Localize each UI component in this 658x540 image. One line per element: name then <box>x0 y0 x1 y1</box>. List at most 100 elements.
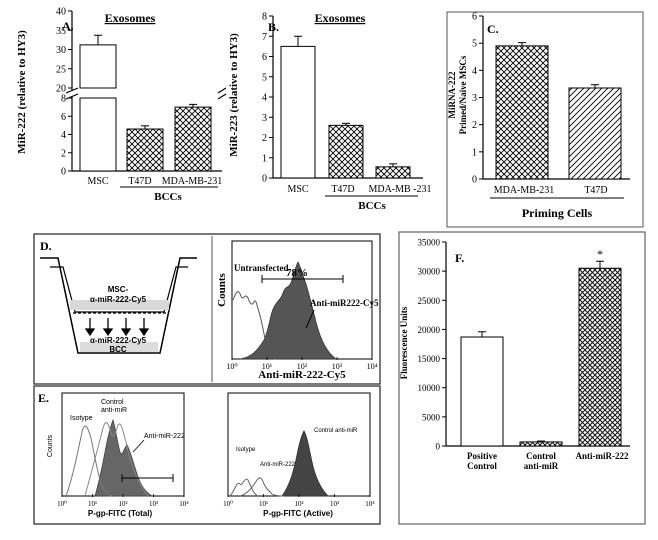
y-tick-label: 20 <box>56 84 66 95</box>
e-left-control-label-2: anti-miR <box>101 407 127 414</box>
panel-e-label: E. <box>38 391 49 405</box>
e-left-anti-mir222-pointer <box>132 439 145 453</box>
x-category-label: MSC <box>87 176 108 187</box>
y-tick-label: 8 <box>262 12 267 23</box>
x-category-label: Control <box>526 451 556 461</box>
x-category-label: MDA-MB-231 <box>162 176 223 187</box>
x-tick-label: 10⁰ <box>226 362 237 371</box>
panel-d-label: D. <box>40 239 52 253</box>
y-tick-label: 5 <box>262 72 267 83</box>
panel-b-ylabel: MiR-223 (relative to HY3) <box>228 33 240 157</box>
y-tick-label: 30000 <box>418 267 441 277</box>
transwell-insert <box>50 266 188 313</box>
panel-e-right-histogram: Isotype Anti-miR-222 Control anti-miR 10… <box>223 392 375 518</box>
panel-b-group-label: BCCs <box>358 200 386 212</box>
x-category-label: T47D <box>584 185 607 196</box>
x-category-label: MSC <box>287 184 308 195</box>
e-right-anti-mir222-label: Anti-miR-222 <box>260 462 296 468</box>
y-tick-label: 4 <box>472 66 477 77</box>
y-tick-label: 0 <box>472 175 477 186</box>
x-category-label: MDA-MB-231 <box>494 185 555 196</box>
e-right-anti-mir222-histogram <box>239 477 285 497</box>
e-right-control-label: Control anti-miR <box>314 428 358 434</box>
panel-f-plot: 0 5000 10000 15000 20000 25000 30000 35000 * Posi… <box>418 238 630 471</box>
panel-a-plot: 20 25 30 35 40 0 2 4 6 8 MSC T47D MDA-MB-231 <box>56 7 227 187</box>
x-tick-label: 10³ <box>330 500 339 508</box>
e-right-control-histogram <box>281 430 329 497</box>
transfer-arrows <box>84 318 150 337</box>
bar <box>460 336 504 447</box>
panel-e: E. Isotype Control anti-miR Anti-miR-222… <box>33 385 381 525</box>
x-category-label: MDA-MB -231 <box>368 184 431 195</box>
untransfected-histogram <box>232 291 277 360</box>
panel-e-left-histogram: Isotype Control anti-miR Anti-miR-222 Co… <box>47 392 189 518</box>
panel-e-left-xlabel: P-gp-FITC (Total) <box>88 509 153 518</box>
y-tick-label: 2 <box>61 148 66 159</box>
panel-a-label: A. <box>62 19 74 33</box>
panel-b-title: Exosomes <box>315 11 366 25</box>
y-tick-label: 8 <box>61 94 66 105</box>
y-tick-label: 5000 <box>422 412 441 422</box>
panel-e-right-xticks: 10⁰ 10¹ 10² 10³ 10⁴ <box>223 494 375 508</box>
anti-mir222-cy5-histogram <box>239 261 338 360</box>
panel-d-xticks: 10⁰ 10¹ 10² 10³ 10⁴ <box>226 357 378 371</box>
y-tick-label: 5 <box>472 39 477 50</box>
panel-d: D. MSC- α-miR-222-Cy5 α-miR-222-Cy5 BCC <box>33 233 381 385</box>
x-tick-label: 10² <box>297 362 308 371</box>
x-category-label: Anti-miR-222 <box>576 451 629 461</box>
y-tick-label: 4 <box>61 130 66 141</box>
axis-break-mark-right <box>217 87 227 100</box>
y-tick-label: 6 <box>61 112 66 123</box>
bar <box>328 124 364 179</box>
y-tick-label: 35 <box>56 26 66 37</box>
y-tick-label: 2 <box>472 120 477 131</box>
e-left-anti-mir222-label: Anti-miR-222 <box>144 433 185 440</box>
panel-b-plot: 0 1 2 3 4 5 6 7 8 MSC T47D MDA-MB -231 <box>262 12 432 196</box>
x-tick-label: 10³ <box>332 362 343 371</box>
panel-d-xlabel: Anti-miR-222-Cy5 <box>258 369 346 381</box>
y-tick-label: 25000 <box>418 296 441 306</box>
y-tick-label: 15000 <box>418 354 441 364</box>
bar <box>375 166 411 179</box>
x-tick-label: 10⁰ <box>223 500 233 508</box>
panel-e-left-xticks: 10⁰ 10¹ 10² 10³ 10⁴ <box>57 494 189 508</box>
bar <box>568 87 622 180</box>
panel-d-histogram: 78% Untransfected Anti-miR222-Cy5 Counts… <box>211 236 379 382</box>
transwell-diagram: MSC- α-miR-222-Cy5 α-miR-222-Cy5 BCC <box>40 257 197 354</box>
x-tick-label: 10⁴ <box>367 362 378 371</box>
x-tick-label: 10⁰ <box>57 500 67 508</box>
diagram-bcc-probe-label: α-miR-222-Cy5 <box>90 336 147 345</box>
x-tick-label: 10¹ <box>262 362 273 371</box>
diagram-bcc-label: BCC <box>109 345 127 354</box>
x-tick-label: 10¹ <box>259 500 268 508</box>
x-tick-label: 10¹ <box>88 500 97 508</box>
x-category-label-2: Control <box>467 461 497 471</box>
e-left-isotype-label: Isotype <box>70 415 93 422</box>
y-tick-label: 30 <box>56 45 66 56</box>
panel-c-group-label: Priming Cells <box>522 206 593 220</box>
y-tick-label: 40 <box>56 7 66 18</box>
x-tick-label: 10² <box>118 500 127 508</box>
x-category-label-2: anti-miR <box>524 461 559 471</box>
e-right-isotype-label: Isotype <box>236 447 256 453</box>
bcc-cell-layer <box>80 342 158 352</box>
d-anti-mir222-label: Anti-miR222-Cy5 <box>310 298 379 308</box>
d-untransfected-label: Untransfected <box>234 263 289 273</box>
d-gate-percent: 78% <box>286 267 308 279</box>
panel-d-frame <box>33 233 381 385</box>
panel-e-ylabel: Counts <box>47 434 54 457</box>
panel-c-ylabel-2: Primed/Naïve MSCs <box>458 55 468 134</box>
y-tick-label: 0 <box>436 442 441 452</box>
panel-a-title: Exosomes <box>105 11 156 25</box>
bar <box>495 45 549 180</box>
x-tick-label: 10⁴ <box>365 500 375 508</box>
x-category-label: T47D <box>331 184 354 195</box>
x-category-label: T47D <box>128 176 151 187</box>
panel-c-plot: 0 1 2 3 4 5 6 MDA-MB-231 T47D <box>472 12 630 196</box>
panel-e-right-xlabel: P-gp-FITC (Active) <box>263 509 333 518</box>
bar <box>79 44 117 89</box>
panel-b: B. Exosomes MiR-223 (relative to HY3) 01… <box>228 11 432 212</box>
y-tick-label: 0 <box>262 174 267 185</box>
d-anti-mir222-pointer <box>305 309 315 329</box>
panel-e-frame <box>33 385 381 525</box>
